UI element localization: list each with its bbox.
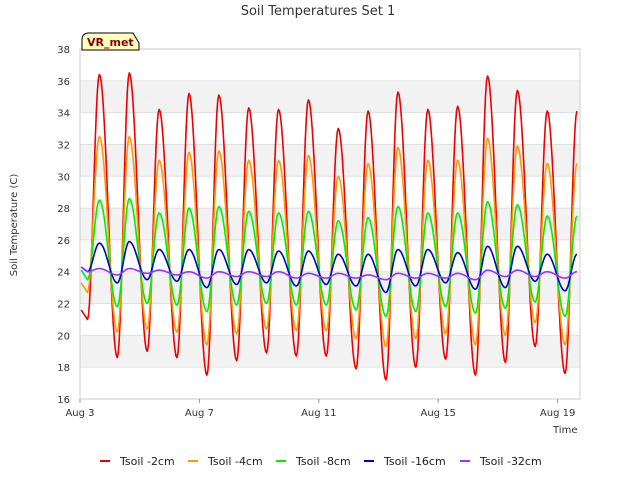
- x-tick-label: Aug 7: [185, 408, 214, 419]
- y-tick-label: 38: [57, 45, 70, 56]
- badge-shape: [81, 32, 140, 51]
- plot-frame: [79, 48, 581, 400]
- y-tick-label: 28: [57, 204, 70, 215]
- y-tick-label: 26: [57, 236, 70, 247]
- chart-title: Soil Temperatures Set 1: [241, 4, 396, 19]
- x-axis: Aug 3 Aug 7 Aug 11 Aug 15 Aug 19: [65, 399, 575, 419]
- vr-met-badge: VR_met: [81, 32, 140, 51]
- x-tick-label: Aug 15: [420, 408, 455, 419]
- series-lines: [80, 72, 578, 381]
- legend-label: Tsoil -2cm: [119, 455, 175, 468]
- y-axis: 16 18 20 22 24 26 28 30 32 34 36 38: [57, 45, 70, 406]
- x-tick-label: Aug 3: [65, 408, 94, 419]
- legend: Tsoil -2cm Tsoil -4cm Tsoil -8cm Tsoil -16c…: [100, 455, 542, 468]
- y-tick-label: 20: [57, 331, 70, 342]
- legend-label: Tsoil -8cm: [295, 455, 351, 468]
- x-axis-label: Time: [552, 425, 577, 436]
- y-tick-label: 18: [57, 363, 70, 374]
- grid-band: [80, 335, 580, 368]
- y-tick-label: 16: [57, 395, 70, 406]
- legend-label: Tsoil -16cm: [383, 455, 446, 468]
- y-tick-label: 30: [57, 172, 70, 183]
- y-tick-label: 22: [57, 300, 70, 311]
- legend-label: Tsoil -4cm: [207, 455, 263, 468]
- series-line: [80, 266, 578, 281]
- grid-band: [80, 80, 580, 113]
- y-tick-label: 36: [57, 77, 70, 88]
- legend-label: Tsoil -32cm: [479, 455, 542, 468]
- x-tick-label: Aug 19: [540, 408, 575, 419]
- y-tick-label: 34: [57, 109, 70, 120]
- y-axis-label: Soil Temperature (C): [9, 174, 20, 277]
- x-tick-label: Aug 11: [301, 408, 336, 419]
- y-tick-label: 24: [57, 268, 70, 279]
- y-tick-label: 32: [57, 140, 70, 151]
- grid-bands: [80, 48, 580, 400]
- series-line: [80, 240, 578, 294]
- badge-text: VR_met: [87, 36, 134, 49]
